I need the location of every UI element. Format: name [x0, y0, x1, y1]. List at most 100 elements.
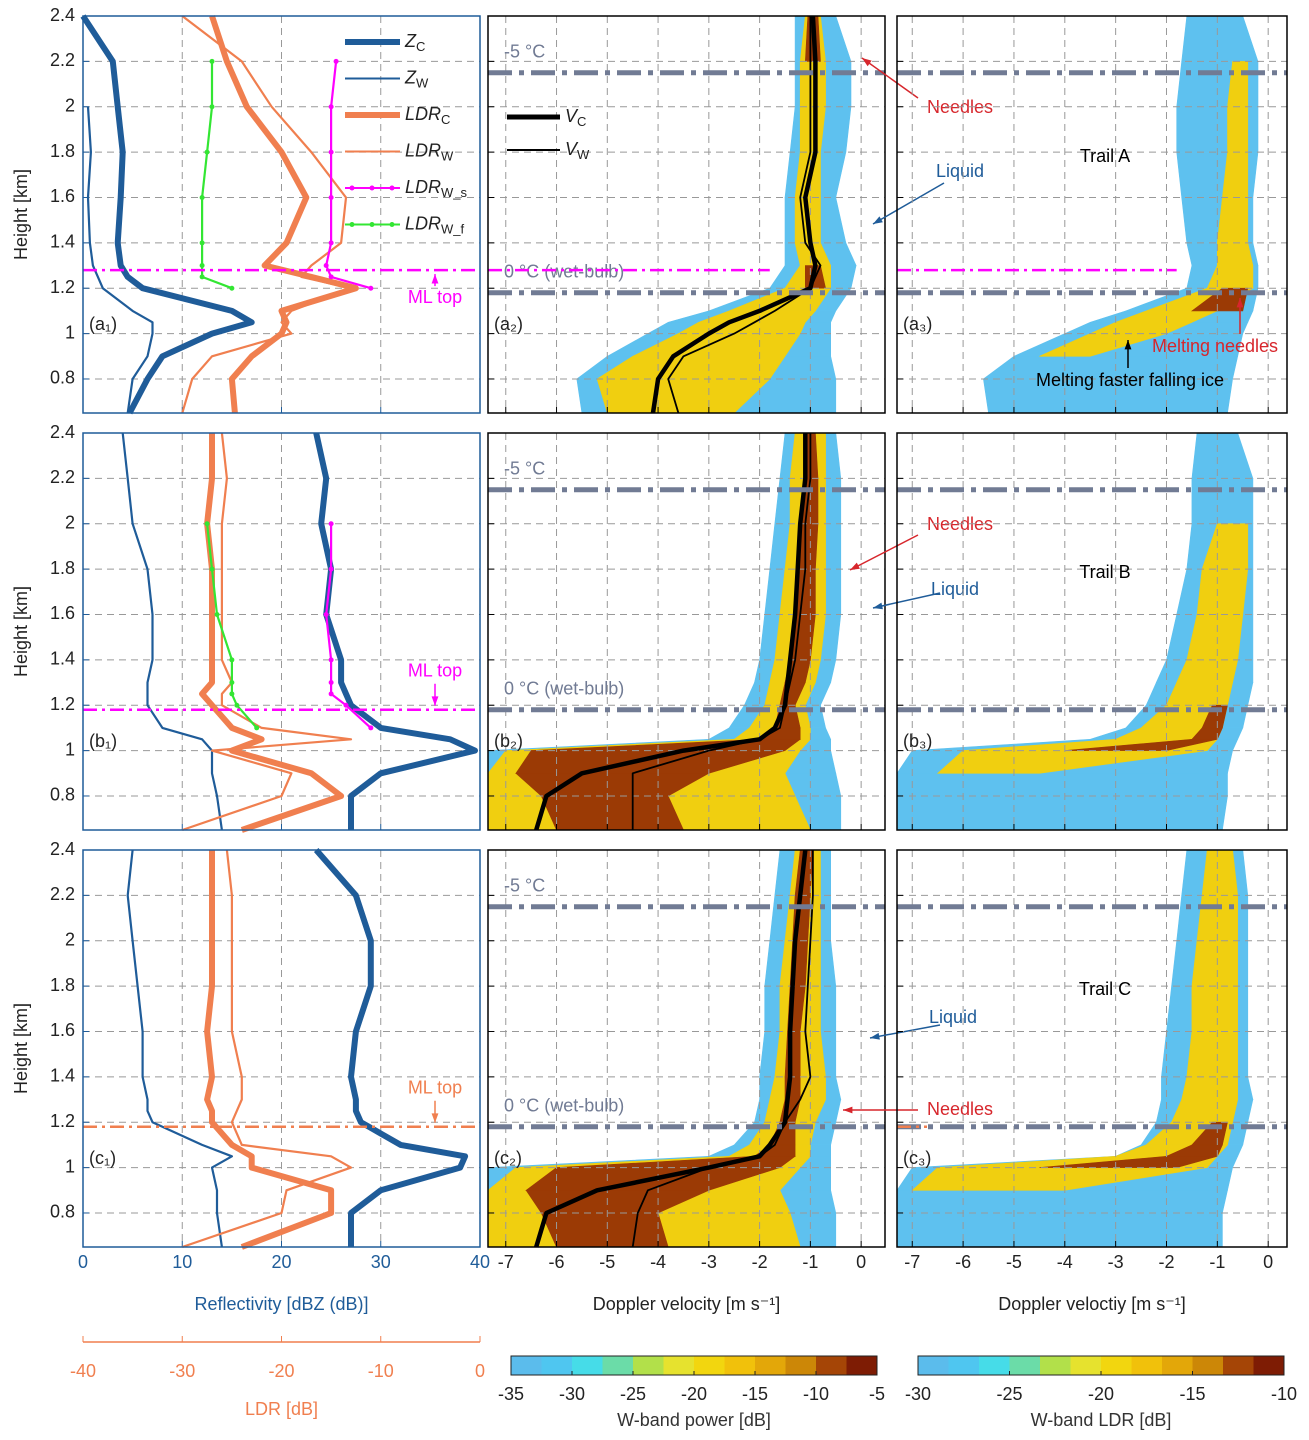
color-bin	[1070, 1356, 1102, 1375]
x-tick-label: -4	[650, 1252, 666, 1272]
y-tick-label: 1.8	[50, 975, 75, 995]
panel-label: (b₁)	[89, 731, 117, 751]
color-bin	[663, 1356, 695, 1375]
x-tick-label: 30	[371, 1252, 391, 1272]
y-axis-label: Height [km]	[11, 1003, 31, 1094]
x-tick-label: -5	[599, 1252, 615, 1272]
x-tick-label: -6	[549, 1252, 565, 1272]
x-tick-label: 0	[1263, 1252, 1273, 1272]
legend-marker	[349, 185, 355, 191]
x-tick-label: 0	[856, 1252, 866, 1272]
annotation-arrow	[872, 182, 945, 225]
series-line	[80, 14, 255, 415]
spectrum-band	[1191, 478, 1254, 525]
y-tick-label: 1.4	[50, 232, 75, 252]
series-line	[631, 433, 812, 830]
series-line	[201, 61, 233, 290]
spectrum-band	[1171, 1099, 1239, 1123]
y-tick-label: 1.2	[50, 694, 75, 714]
y-tick-label: 1.6	[50, 1020, 75, 1040]
annotation-arrowhead	[873, 216, 883, 224]
y-tick-label: 1.4	[50, 649, 75, 669]
x-axis-label: Doppler velocity [m s⁻¹]	[593, 1294, 781, 1314]
x-tick-label: 10	[172, 1252, 192, 1272]
series-marker	[368, 725, 374, 731]
spectrum-band	[784, 1031, 801, 1078]
color-bin	[694, 1356, 725, 1375]
x-tick-label: -1	[1209, 1252, 1225, 1272]
legend-label: LDRC	[405, 104, 450, 128]
ml-top-label: ML top	[408, 661, 462, 681]
spectrum-band	[1216, 197, 1249, 244]
panel-label: (a₁)	[89, 314, 117, 334]
color-bin	[979, 1356, 1010, 1375]
annotation: Needles	[927, 1099, 993, 1119]
legend-label: ZW	[404, 67, 429, 91]
y-tick-label: 1.6	[50, 186, 75, 206]
x2-tick-label: -30	[169, 1361, 195, 1381]
colorbar-tick-label: -15	[742, 1384, 768, 1404]
color-bin	[724, 1356, 756, 1375]
y-tick-label: 2.4	[50, 5, 75, 25]
color-bin	[1223, 1356, 1254, 1375]
x-tick-label: -7	[498, 1252, 514, 1272]
y-tick-label: 1.6	[50, 603, 75, 623]
color-bin	[846, 1356, 878, 1375]
series-line	[126, 849, 233, 1248]
color-bin	[1101, 1356, 1132, 1375]
ml-top-label: ML top	[408, 287, 462, 307]
spectrum-band	[1186, 614, 1244, 661]
legend-label: ZC	[404, 31, 425, 55]
y-tick-label: 2.2	[50, 884, 75, 904]
annotation-arrowhead	[431, 274, 439, 284]
y-tick-label: 2	[65, 95, 75, 115]
series-line	[204, 850, 335, 1250]
spectrum-band	[799, 61, 826, 107]
x-tick-label: -1	[802, 1252, 818, 1272]
axes-frame	[487, 432, 886, 831]
series-line	[86, 106, 154, 414]
y-tick-label: 0.8	[50, 368, 75, 388]
annotation-arrowhead	[431, 696, 439, 706]
annotation-arrowhead	[1124, 340, 1132, 350]
axes-frame	[82, 15, 481, 414]
colorbar-tick-label: -25	[620, 1384, 646, 1404]
panel-label: (a₂)	[494, 314, 523, 334]
axes-frame	[896, 15, 1288, 414]
colorbar-tick-label: -20	[681, 1384, 707, 1404]
spectrum-band	[1191, 985, 1238, 1032]
annotation: Liquid	[929, 1007, 977, 1027]
x-tick-label: -4	[1057, 1252, 1073, 1272]
series-marker	[199, 240, 205, 246]
axes-frame	[896, 432, 1288, 831]
y-tick-label: 1.4	[50, 1066, 75, 1086]
isotherm-label: 0 °C (wet-bulb)	[504, 262, 624, 282]
y-tick-label: 1.2	[50, 1111, 75, 1131]
series-line	[121, 432, 223, 831]
series-marker	[328, 521, 334, 527]
y-tick-label: 1.8	[50, 141, 75, 161]
color-bin	[541, 1356, 573, 1375]
colorbar-label: W-band power [dB]	[617, 1410, 771, 1430]
series-marker	[328, 104, 334, 110]
series-marker	[199, 194, 205, 200]
spectrum-band	[540, 795, 684, 830]
color-bin	[785, 1356, 817, 1375]
series-marker	[323, 263, 329, 269]
spectrum-layer	[897, 850, 1254, 1247]
annotation-arrow	[861, 57, 919, 99]
axes-frame	[487, 849, 886, 1248]
panel-label: (a₃)	[903, 314, 932, 334]
spectrum-layer	[897, 433, 1254, 830]
color-bin	[511, 1356, 542, 1375]
x2-tick-label: -10	[368, 1361, 394, 1381]
series-line	[534, 849, 808, 1248]
annotation-arrowhead	[1236, 298, 1244, 308]
series-marker	[229, 285, 235, 291]
x-tick-label: -7	[904, 1252, 920, 1272]
legend-marker	[389, 185, 395, 191]
axes-frame	[487, 15, 886, 414]
color-bin	[572, 1356, 603, 1375]
legend-label: LDRW_s	[405, 177, 468, 201]
y-axis-label: Height [km]	[11, 586, 31, 677]
